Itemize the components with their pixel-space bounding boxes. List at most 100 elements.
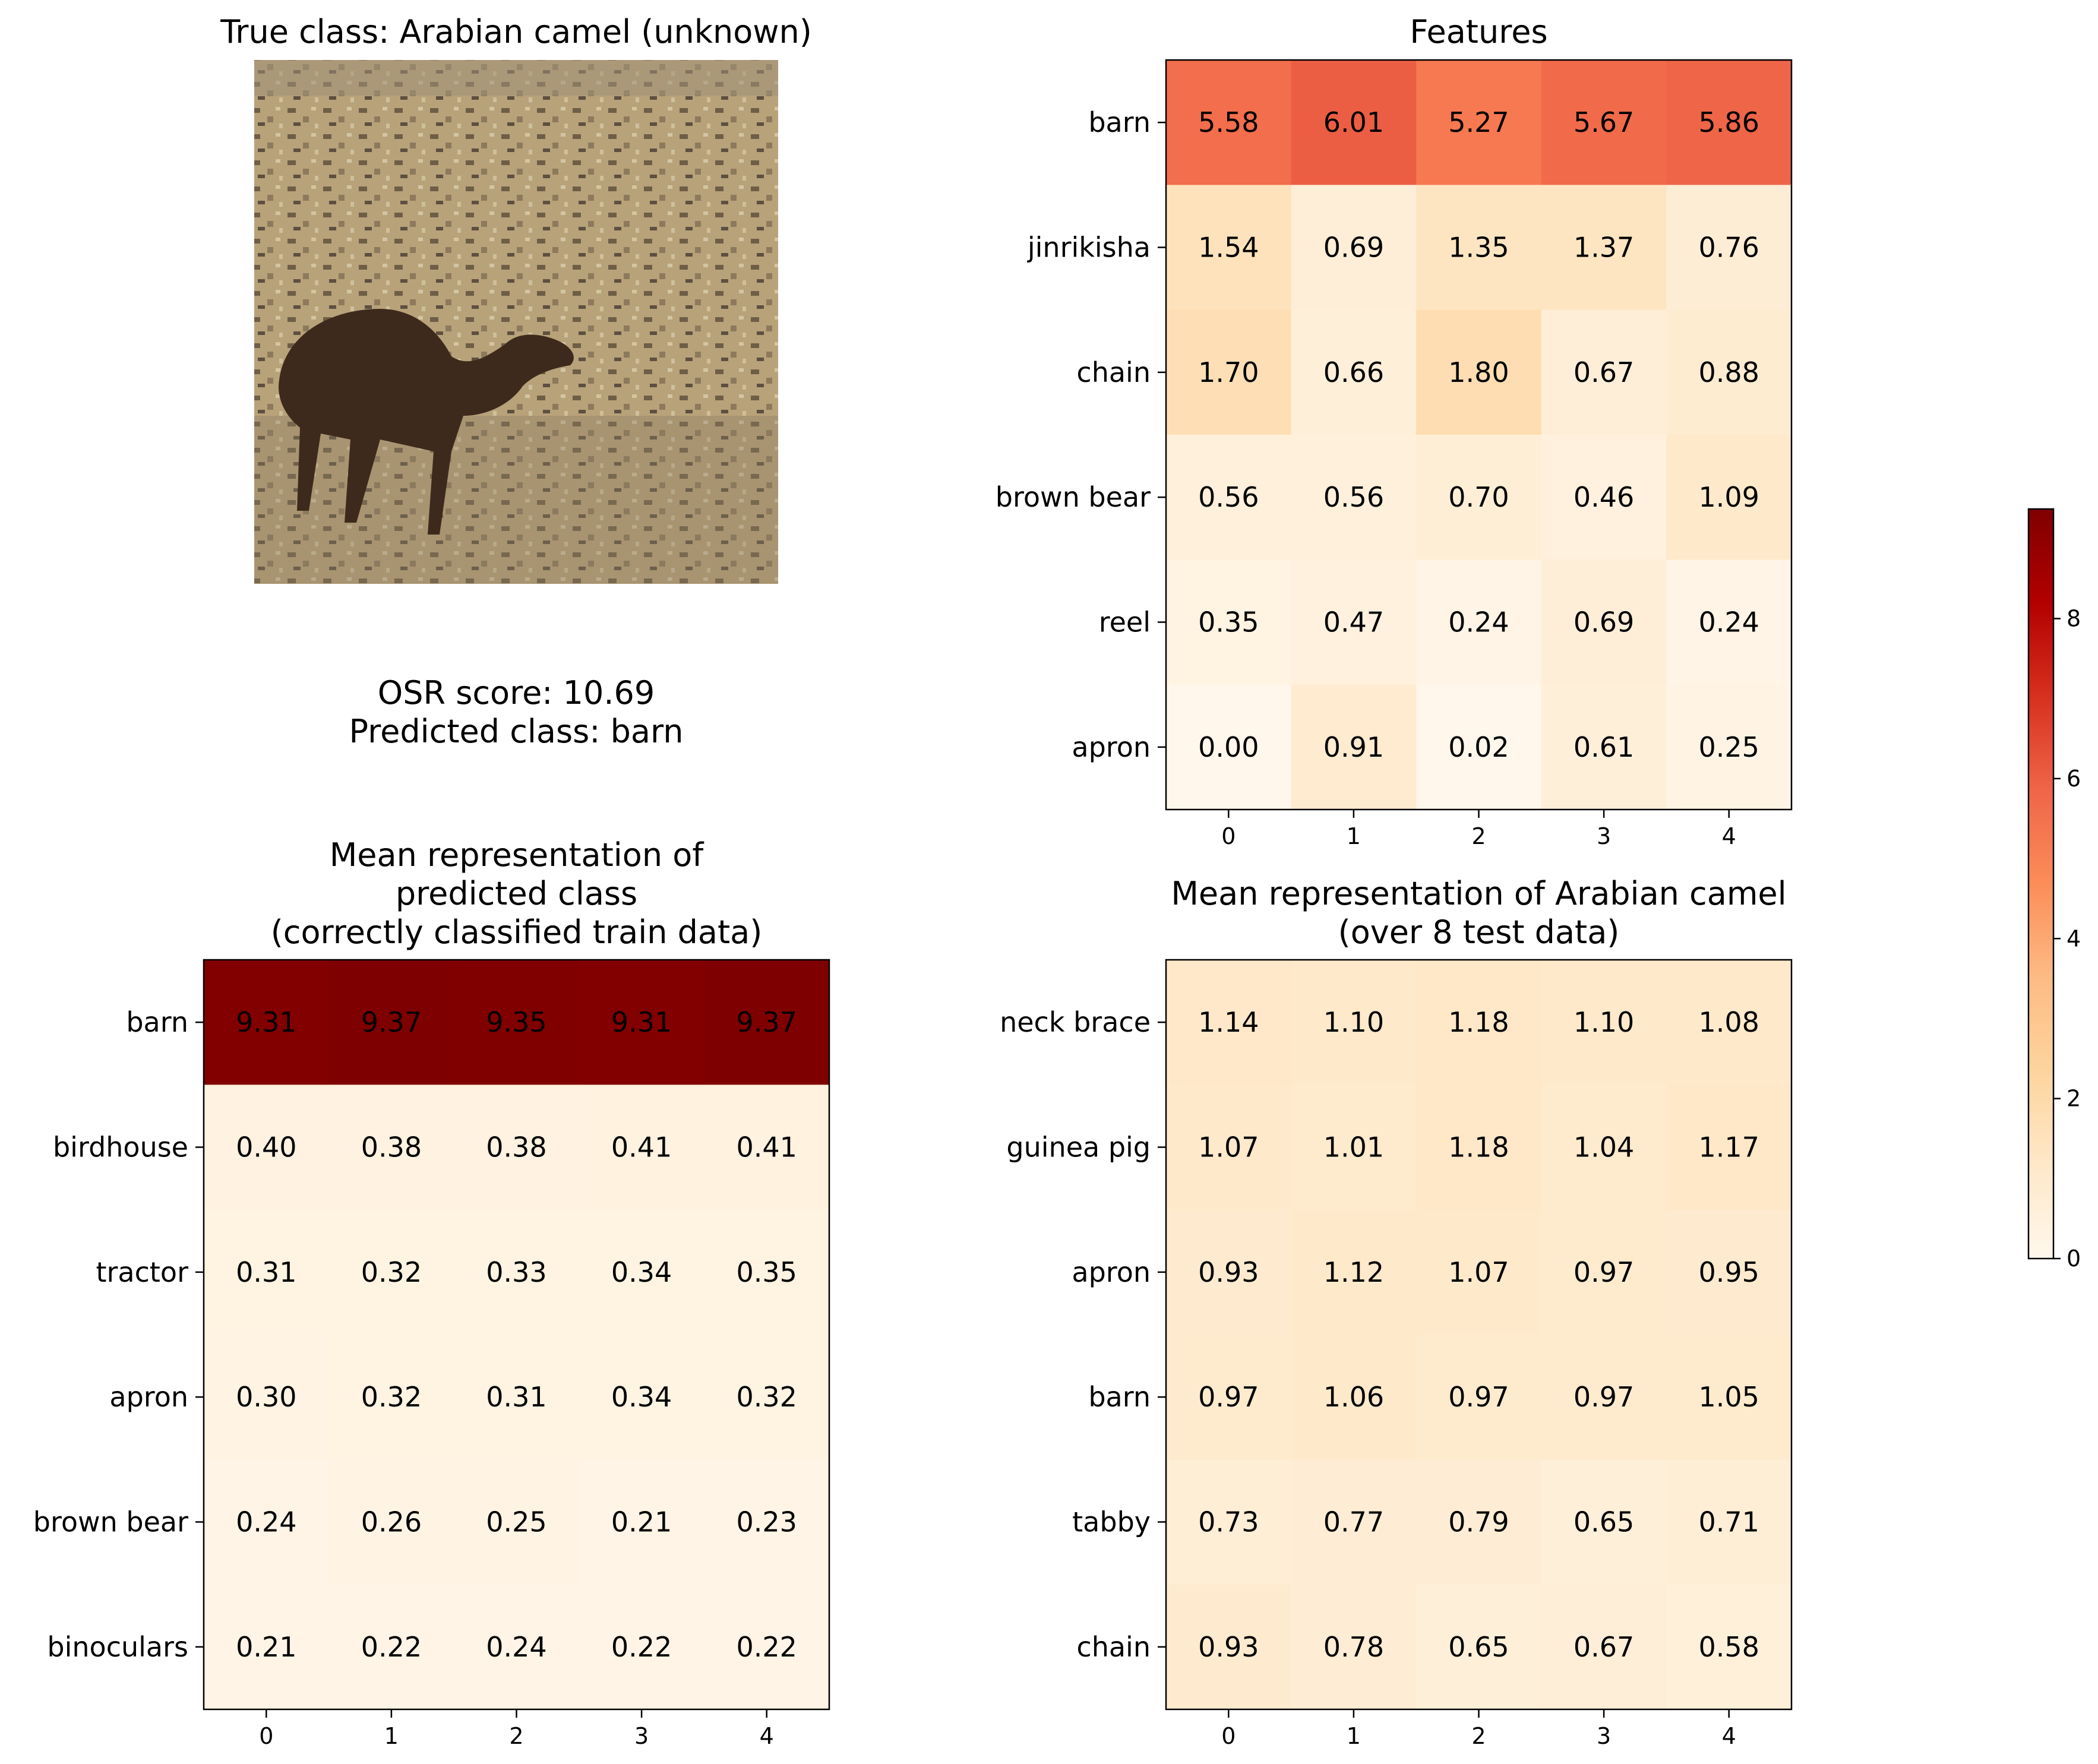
cell-value-label: 0.58: [1698, 1631, 1759, 1663]
heatmap-cell: [704, 960, 830, 1085]
cell-value-label: 0.76: [1698, 232, 1759, 264]
x-tick-label: 4: [1722, 823, 1736, 849]
colorbar-tick-label: 4: [2067, 925, 2081, 951]
image-panel-title: True class: Arabian camel (unknown): [220, 13, 812, 50]
heatmap-cell: [1541, 684, 1667, 810]
heatmap-cell: [1291, 684, 1417, 810]
heatmap-cell: [1291, 1085, 1417, 1210]
y-tick-label: barn: [1088, 106, 1151, 138]
cell-value-label: 0.33: [486, 1256, 546, 1288]
camel-photo: [254, 60, 778, 584]
cell-value-label: 1.08: [1698, 1006, 1759, 1038]
heatmap-title: Mean representation of Arabian camel: [1171, 875, 1786, 912]
colorbar: 0 2 4 6 8: [2027, 508, 2081, 1272]
cell-value-label: 0.38: [361, 1131, 422, 1164]
heatmap-cell: [1291, 960, 1417, 1085]
cell-value-label: 1.06: [1323, 1381, 1384, 1413]
heatmap-cell: [1291, 60, 1417, 185]
cell-value-label: 0.26: [361, 1506, 422, 1538]
heatmap-cell: [1666, 185, 1792, 311]
cell-value-label: 0.41: [611, 1131, 672, 1164]
heatmap-cell: [1291, 309, 1417, 435]
heatmap-cell: [704, 1209, 830, 1335]
cell-value-label: 0.47: [1323, 606, 1384, 638]
cell-value-label: 1.35: [1448, 232, 1509, 264]
heatmap-cell: [328, 960, 454, 1085]
cell-value-label: 9.31: [611, 1006, 672, 1038]
y-tick-label: barn: [126, 1006, 188, 1038]
cell-value-label: 0.25: [1698, 731, 1759, 763]
heatmap-cell: [328, 1085, 454, 1210]
cell-value-label: 0.41: [736, 1131, 797, 1164]
heatmap-cell: [1541, 1209, 1667, 1335]
cell-value-label: 0.66: [1323, 356, 1384, 388]
cell-value-label: 1.01: [1323, 1131, 1384, 1164]
cell-value-label: 0.46: [1574, 481, 1634, 513]
cell-value-label: 0.02: [1448, 731, 1509, 763]
y-tick-label: apron: [109, 1381, 188, 1413]
heatmap-cell: [1416, 1209, 1542, 1335]
cell-value-label: 0.69: [1323, 232, 1384, 264]
heatmap-cell: [1416, 435, 1542, 560]
y-tick-label: neck brace: [1000, 1006, 1151, 1038]
heatmap-cell: [1416, 309, 1542, 435]
heatmap-title: (over 8 test data): [1338, 913, 1620, 951]
x-tick-label: 1: [1347, 1723, 1361, 1749]
heatmap-cell: [1666, 1584, 1792, 1710]
heatmap-cell: [1416, 684, 1542, 810]
heatmap-cell: [1166, 435, 1292, 560]
heatmap-cell: [454, 960, 580, 1085]
heatmap-cell: [579, 1085, 704, 1210]
heatmap-cell: [454, 1335, 580, 1460]
cell-value-label: 0.32: [361, 1256, 422, 1288]
x-tick-label: 3: [1597, 823, 1611, 849]
heatmap-cell: [1666, 559, 1792, 685]
heatmap-cell: [204, 1584, 330, 1710]
heatmap-cell: [1166, 559, 1292, 685]
heatmap-cell: [1416, 1335, 1542, 1460]
cell-value-label: 0.34: [611, 1256, 672, 1288]
colorbar-tick-label: 2: [2067, 1086, 2081, 1112]
cell-value-label: 0.69: [1574, 606, 1634, 638]
heatmap-cell: [204, 1209, 330, 1335]
x-tick-label: 1: [1347, 823, 1361, 849]
cell-value-label: 5.58: [1198, 106, 1259, 138]
heatmap-cell: [454, 1209, 580, 1335]
cell-value-label: 9.31: [236, 1006, 296, 1038]
cell-value-label: 0.93: [1198, 1256, 1259, 1288]
cell-value-label: 0.32: [361, 1381, 422, 1413]
cell-value-label: 0.00: [1198, 731, 1259, 763]
cell-value-label: 0.65: [1574, 1506, 1634, 1538]
heatmap-cell: [1291, 1584, 1417, 1710]
cell-value-label: 1.70: [1198, 356, 1259, 388]
cell-value-label: 0.40: [236, 1131, 296, 1164]
cell-value-label: 0.65: [1448, 1631, 1509, 1663]
cell-value-label: 9.37: [361, 1006, 422, 1038]
cell-value-label: 9.37: [736, 1006, 797, 1038]
heatmap-cell: [328, 1209, 454, 1335]
x-tick-label: 4: [760, 1723, 774, 1749]
y-tick-label: guinea pig: [1006, 1131, 1151, 1164]
heatmap-cell: [1291, 1209, 1417, 1335]
colorbar-tick-label: 6: [2067, 766, 2081, 792]
heatmap-cell: [1541, 1459, 1667, 1585]
x-tick-label: 3: [1597, 1723, 1611, 1749]
cell-value-label: 0.31: [486, 1381, 546, 1413]
cell-value-label: 0.79: [1448, 1506, 1509, 1538]
heatmap-cell: [704, 1459, 830, 1585]
cell-value-label: 0.97: [1448, 1381, 1509, 1413]
heatmap-cell: [1291, 185, 1417, 311]
heatmap-cell: [1166, 1085, 1292, 1210]
cell-value-label: 1.80: [1448, 356, 1509, 388]
heatmap-cell: [579, 1335, 704, 1460]
x-tick-label: 4: [1722, 1723, 1736, 1749]
heatmap-cell: [1166, 960, 1292, 1085]
cell-value-label: 0.88: [1698, 356, 1759, 388]
heatmap-cell: [1541, 1584, 1667, 1710]
heatmap-cell: [204, 1459, 330, 1585]
heatmap-cell: [204, 1085, 330, 1210]
x-tick-label: 0: [1221, 1723, 1236, 1749]
y-tick-label: apron: [1072, 1256, 1151, 1288]
cell-value-label: 1.54: [1198, 232, 1259, 264]
